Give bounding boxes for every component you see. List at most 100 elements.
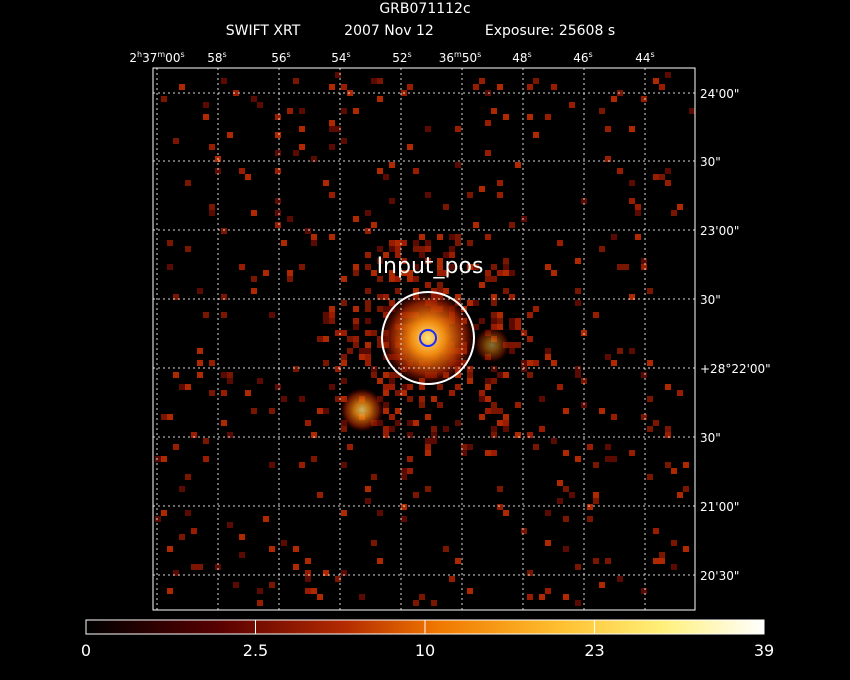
pixel bbox=[641, 588, 647, 594]
pixel bbox=[491, 366, 497, 372]
dec-label: 21'00" bbox=[700, 500, 739, 514]
pixel bbox=[509, 342, 515, 348]
pixel bbox=[455, 384, 461, 390]
pixel bbox=[437, 282, 443, 288]
pixel bbox=[665, 72, 671, 78]
pixel bbox=[323, 408, 329, 414]
pixel bbox=[491, 312, 497, 318]
pixel bbox=[317, 594, 323, 600]
pixel bbox=[575, 600, 581, 606]
annotation: Input_pos bbox=[377, 254, 484, 279]
dec-label: 30" bbox=[700, 155, 721, 169]
pixel bbox=[413, 492, 419, 498]
pixel bbox=[353, 318, 359, 324]
pixel bbox=[251, 288, 257, 294]
pixel bbox=[527, 336, 533, 342]
pixel bbox=[671, 468, 677, 474]
ra-label: 36m50s bbox=[439, 50, 482, 65]
pixel bbox=[521, 330, 527, 336]
pixel bbox=[395, 288, 401, 294]
pixel bbox=[155, 516, 161, 522]
pixel bbox=[371, 270, 377, 276]
pixel bbox=[419, 594, 425, 600]
pixel bbox=[653, 78, 659, 84]
pixel bbox=[491, 264, 497, 270]
pixel bbox=[365, 210, 371, 216]
pixel bbox=[665, 426, 671, 432]
pixel bbox=[545, 264, 551, 270]
pixel bbox=[167, 264, 173, 270]
pixel bbox=[275, 132, 281, 138]
pixel bbox=[377, 378, 383, 384]
pixel bbox=[659, 558, 665, 564]
pixel bbox=[611, 234, 617, 240]
pixel bbox=[281, 540, 287, 546]
ra-label: 46s bbox=[573, 50, 592, 65]
pixel bbox=[575, 366, 581, 372]
pixel bbox=[641, 372, 647, 378]
pixel bbox=[455, 294, 461, 300]
pixel bbox=[251, 276, 257, 282]
pixel bbox=[617, 348, 623, 354]
pixel bbox=[317, 492, 323, 498]
pixel bbox=[509, 294, 515, 300]
ra-label: 2h37m00s bbox=[129, 50, 184, 65]
pixel bbox=[359, 354, 365, 360]
pixel bbox=[341, 426, 347, 432]
pixel bbox=[239, 534, 245, 540]
pixel bbox=[383, 372, 389, 378]
pixel bbox=[221, 390, 227, 396]
pixel bbox=[491, 300, 497, 306]
pixel bbox=[491, 276, 497, 282]
pixel bbox=[629, 294, 635, 300]
pixel bbox=[611, 456, 617, 462]
pixel bbox=[659, 552, 665, 558]
pixel bbox=[413, 168, 419, 174]
pixel bbox=[293, 564, 299, 570]
pixel bbox=[251, 96, 257, 102]
pixel bbox=[665, 432, 671, 438]
pixel bbox=[689, 108, 695, 114]
pixel bbox=[365, 354, 371, 360]
pixel bbox=[407, 384, 413, 390]
pixel bbox=[479, 396, 485, 402]
pixel bbox=[485, 378, 491, 384]
pixel bbox=[305, 228, 311, 234]
pixel bbox=[497, 408, 503, 414]
pixel bbox=[515, 402, 521, 408]
pixel bbox=[215, 564, 221, 570]
pixel bbox=[341, 330, 347, 336]
pixel bbox=[371, 222, 377, 228]
pixel bbox=[497, 504, 503, 510]
pixel bbox=[383, 390, 389, 396]
pixel bbox=[563, 486, 569, 492]
pixel bbox=[563, 450, 569, 456]
pixel bbox=[269, 546, 275, 552]
pixel bbox=[215, 168, 221, 174]
pixel bbox=[227, 372, 233, 378]
pixel bbox=[239, 552, 245, 558]
pixel bbox=[449, 246, 455, 252]
pixel bbox=[173, 444, 179, 450]
pixel bbox=[389, 270, 395, 276]
pixel bbox=[473, 264, 479, 270]
pixel bbox=[221, 420, 227, 426]
pixel bbox=[407, 396, 413, 402]
pixel bbox=[287, 270, 293, 276]
pixel bbox=[557, 480, 563, 486]
pixel bbox=[491, 108, 497, 114]
coordinate-grid bbox=[153, 68, 695, 610]
pixel bbox=[485, 396, 491, 402]
pixel bbox=[305, 570, 311, 576]
pixel bbox=[335, 366, 341, 372]
dec-label: 30" bbox=[700, 293, 721, 307]
pixel bbox=[605, 444, 611, 450]
pixel bbox=[545, 510, 551, 516]
pixel bbox=[509, 318, 515, 324]
pixel bbox=[641, 264, 647, 270]
pixel bbox=[407, 468, 413, 474]
pixel bbox=[461, 444, 467, 450]
pixel bbox=[467, 300, 473, 306]
ra-label: 56s bbox=[271, 50, 290, 65]
pixel bbox=[197, 288, 203, 294]
